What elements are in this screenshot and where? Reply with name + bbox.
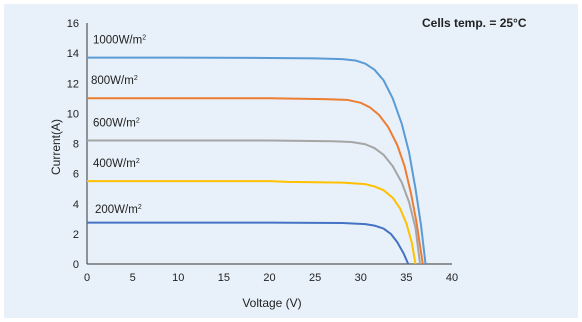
- x-tick-label: 5: [130, 272, 136, 284]
- x-tick-label: 10: [172, 272, 184, 284]
- y-tick-label: 0: [73, 259, 79, 271]
- x-tick-label: 20: [263, 272, 275, 284]
- y-tick-label: 6: [73, 169, 79, 181]
- x-tick-label: 0: [84, 272, 90, 284]
- temperature-note: Cells temp. = 25°C: [422, 16, 527, 30]
- x-tick-label: 40: [446, 272, 458, 284]
- series-line: [87, 180, 417, 265]
- y-tick-label: 4: [73, 199, 79, 211]
- y-tick-label: 12: [67, 78, 79, 90]
- chart-panel: [4, 4, 578, 318]
- series-label: 200W/m2: [95, 204, 142, 216]
- x-tick-label: 25: [309, 272, 321, 284]
- y-tick-label: 8: [73, 139, 79, 151]
- x-axis-title: Voltage (V): [242, 296, 301, 310]
- series-label: 800W/m2: [91, 75, 138, 87]
- series-label: 400W/m2: [93, 158, 140, 170]
- y-axis-title: Current(A): [49, 119, 63, 175]
- series-lines: [87, 56, 427, 265]
- series-label: 1000W/m2: [93, 35, 146, 47]
- axes: [86, 23, 452, 265]
- y-tick-label: 2: [73, 229, 79, 241]
- series-labels: 1000W/m2 800W/m2 600W/m2 400W/m2 200W/m2: [91, 35, 146, 216]
- y-tick-label: 16: [67, 18, 79, 30]
- series-label: 600W/m2: [93, 117, 140, 129]
- x-tick-label: 35: [400, 272, 412, 284]
- series-line: [87, 56, 427, 265]
- series-line: [87, 97, 424, 265]
- x-tick-label: 30: [355, 272, 367, 284]
- series-line: [87, 221, 410, 265]
- tick-labels: 0 5 10 15 20 25 30 35 40 0 2 4 6 8 10 12 14 16: [67, 18, 458, 284]
- series-line: [87, 139, 422, 265]
- y-tick-label: 14: [67, 48, 79, 60]
- x-tick-label: 15: [218, 272, 230, 284]
- y-tick-label: 10: [67, 108, 79, 120]
